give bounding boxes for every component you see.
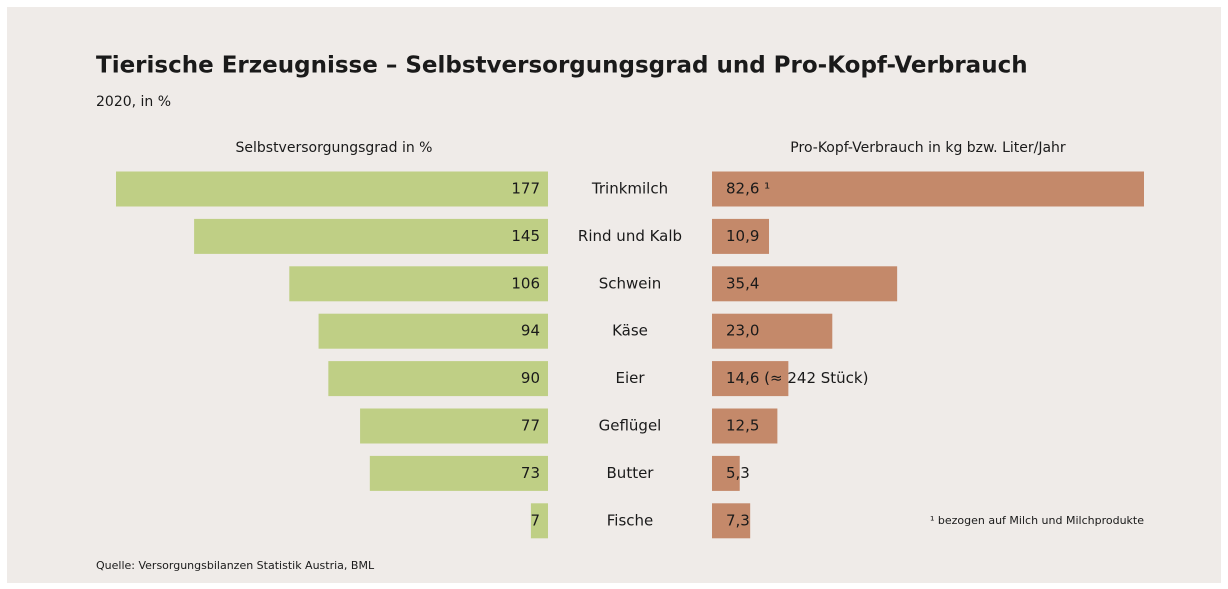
source: Quelle: Versorgungsbilanzen Statistik Au… <box>96 559 375 572</box>
bar-left <box>116 171 548 207</box>
left-value-label: 7 <box>530 511 540 529</box>
category-label: Rind und Kalb <box>578 227 682 245</box>
right-value-label: 5,3 <box>726 464 750 482</box>
category-label: Fische <box>607 511 654 529</box>
category-label: Käse <box>612 322 648 340</box>
category-label: Butter <box>607 464 655 482</box>
right-value-label: 7,3 <box>726 511 750 529</box>
bar-left <box>289 266 548 302</box>
bar-left <box>360 408 548 444</box>
left-value-label: 106 <box>511 274 540 292</box>
panel <box>7 7 1221 583</box>
chart-title: Tierische Erzeugnisse – Selbstversorgung… <box>96 53 1028 79</box>
subtitle: 2020, in % <box>96 94 171 110</box>
right-header: Pro-Kopf-Verbrauch in kg bzw. Liter/Jahr <box>790 140 1066 156</box>
footnote: ¹ bezogen auf Milch und Milchprodukte <box>930 514 1144 527</box>
right-value-label: 35,4 <box>726 274 759 292</box>
bar-right <box>712 455 740 491</box>
bar-right <box>712 218 770 254</box>
right-value-label: 10,9 <box>726 227 759 245</box>
bar-right <box>712 171 1144 207</box>
bar-right <box>712 408 778 444</box>
right-value-label: 23,0 <box>726 322 759 340</box>
bar-left <box>328 361 548 397</box>
right-value-label: 82,6 ¹ <box>726 180 770 198</box>
bar-left <box>194 218 549 254</box>
bar-right <box>712 313 833 349</box>
category-label: Eier <box>615 369 645 387</box>
left-value-label: 90 <box>521 369 540 387</box>
category-label: Trinkmilch <box>591 180 668 198</box>
left-value-label: 94 <box>521 322 540 340</box>
left-value-label: 73 <box>521 464 540 482</box>
bar-left <box>318 313 548 349</box>
left-value-label: 177 <box>511 180 540 198</box>
bar-right <box>712 266 898 302</box>
bar-right <box>712 503 751 539</box>
category-label: Schwein <box>599 274 661 292</box>
left-header: Selbstversorgungsgrad in % <box>236 140 433 156</box>
bar-left <box>530 503 548 539</box>
right-value-label: 14,6 (≈ 242 Stück) <box>726 369 868 387</box>
bar-right <box>712 361 789 397</box>
category-label: Geflügel <box>599 417 662 435</box>
bar-left <box>369 455 548 491</box>
left-value-label: 145 <box>511 227 540 245</box>
left-value-label: 77 <box>521 417 540 435</box>
right-value-label: 12,5 <box>726 417 759 435</box>
